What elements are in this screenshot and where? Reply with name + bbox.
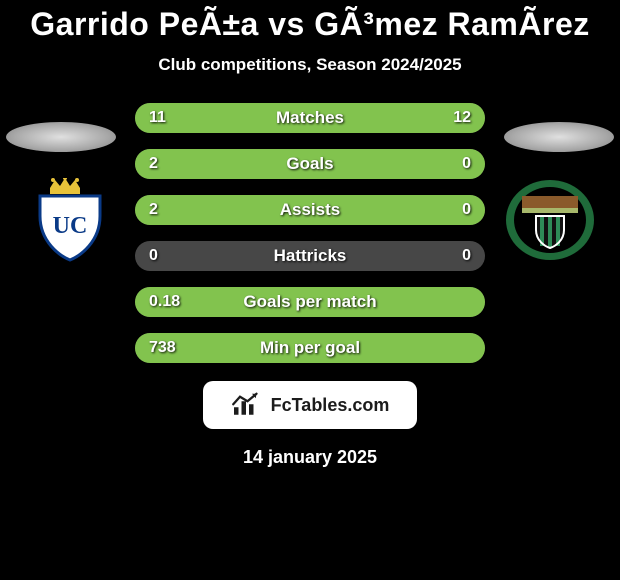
stat-row: Goals20: [135, 149, 485, 179]
brand-chart-icon: [231, 392, 261, 418]
stat-row: Assists20: [135, 195, 485, 225]
stat-track: [135, 241, 485, 271]
brand-badge: FcTables.com: [203, 381, 417, 429]
stat-row: Goals per match0.18: [135, 287, 485, 317]
brand-text: FcTables.com: [271, 395, 390, 416]
page-title: Garrido PeÃ±a vs GÃ³mez RamÃ­rez: [0, 0, 620, 43]
stat-fill-right: [302, 103, 485, 133]
stat-row: Min per goal738: [135, 333, 485, 363]
stat-row: Hattricks00: [135, 241, 485, 271]
stat-fill: [135, 195, 485, 225]
stat-fill: [135, 333, 485, 363]
stat-fill-left: [135, 103, 302, 133]
stat-fill: [135, 287, 485, 317]
stat-row: Matches1112: [135, 103, 485, 133]
stat-fill: [135, 149, 485, 179]
stats-container: Matches1112 Goals20 Assists20 Hattricks00 Go…: [0, 103, 620, 363]
page-subtitle: Club competitions, Season 2024/2025: [0, 55, 620, 75]
date-label: 14 january 2025: [0, 447, 620, 468]
